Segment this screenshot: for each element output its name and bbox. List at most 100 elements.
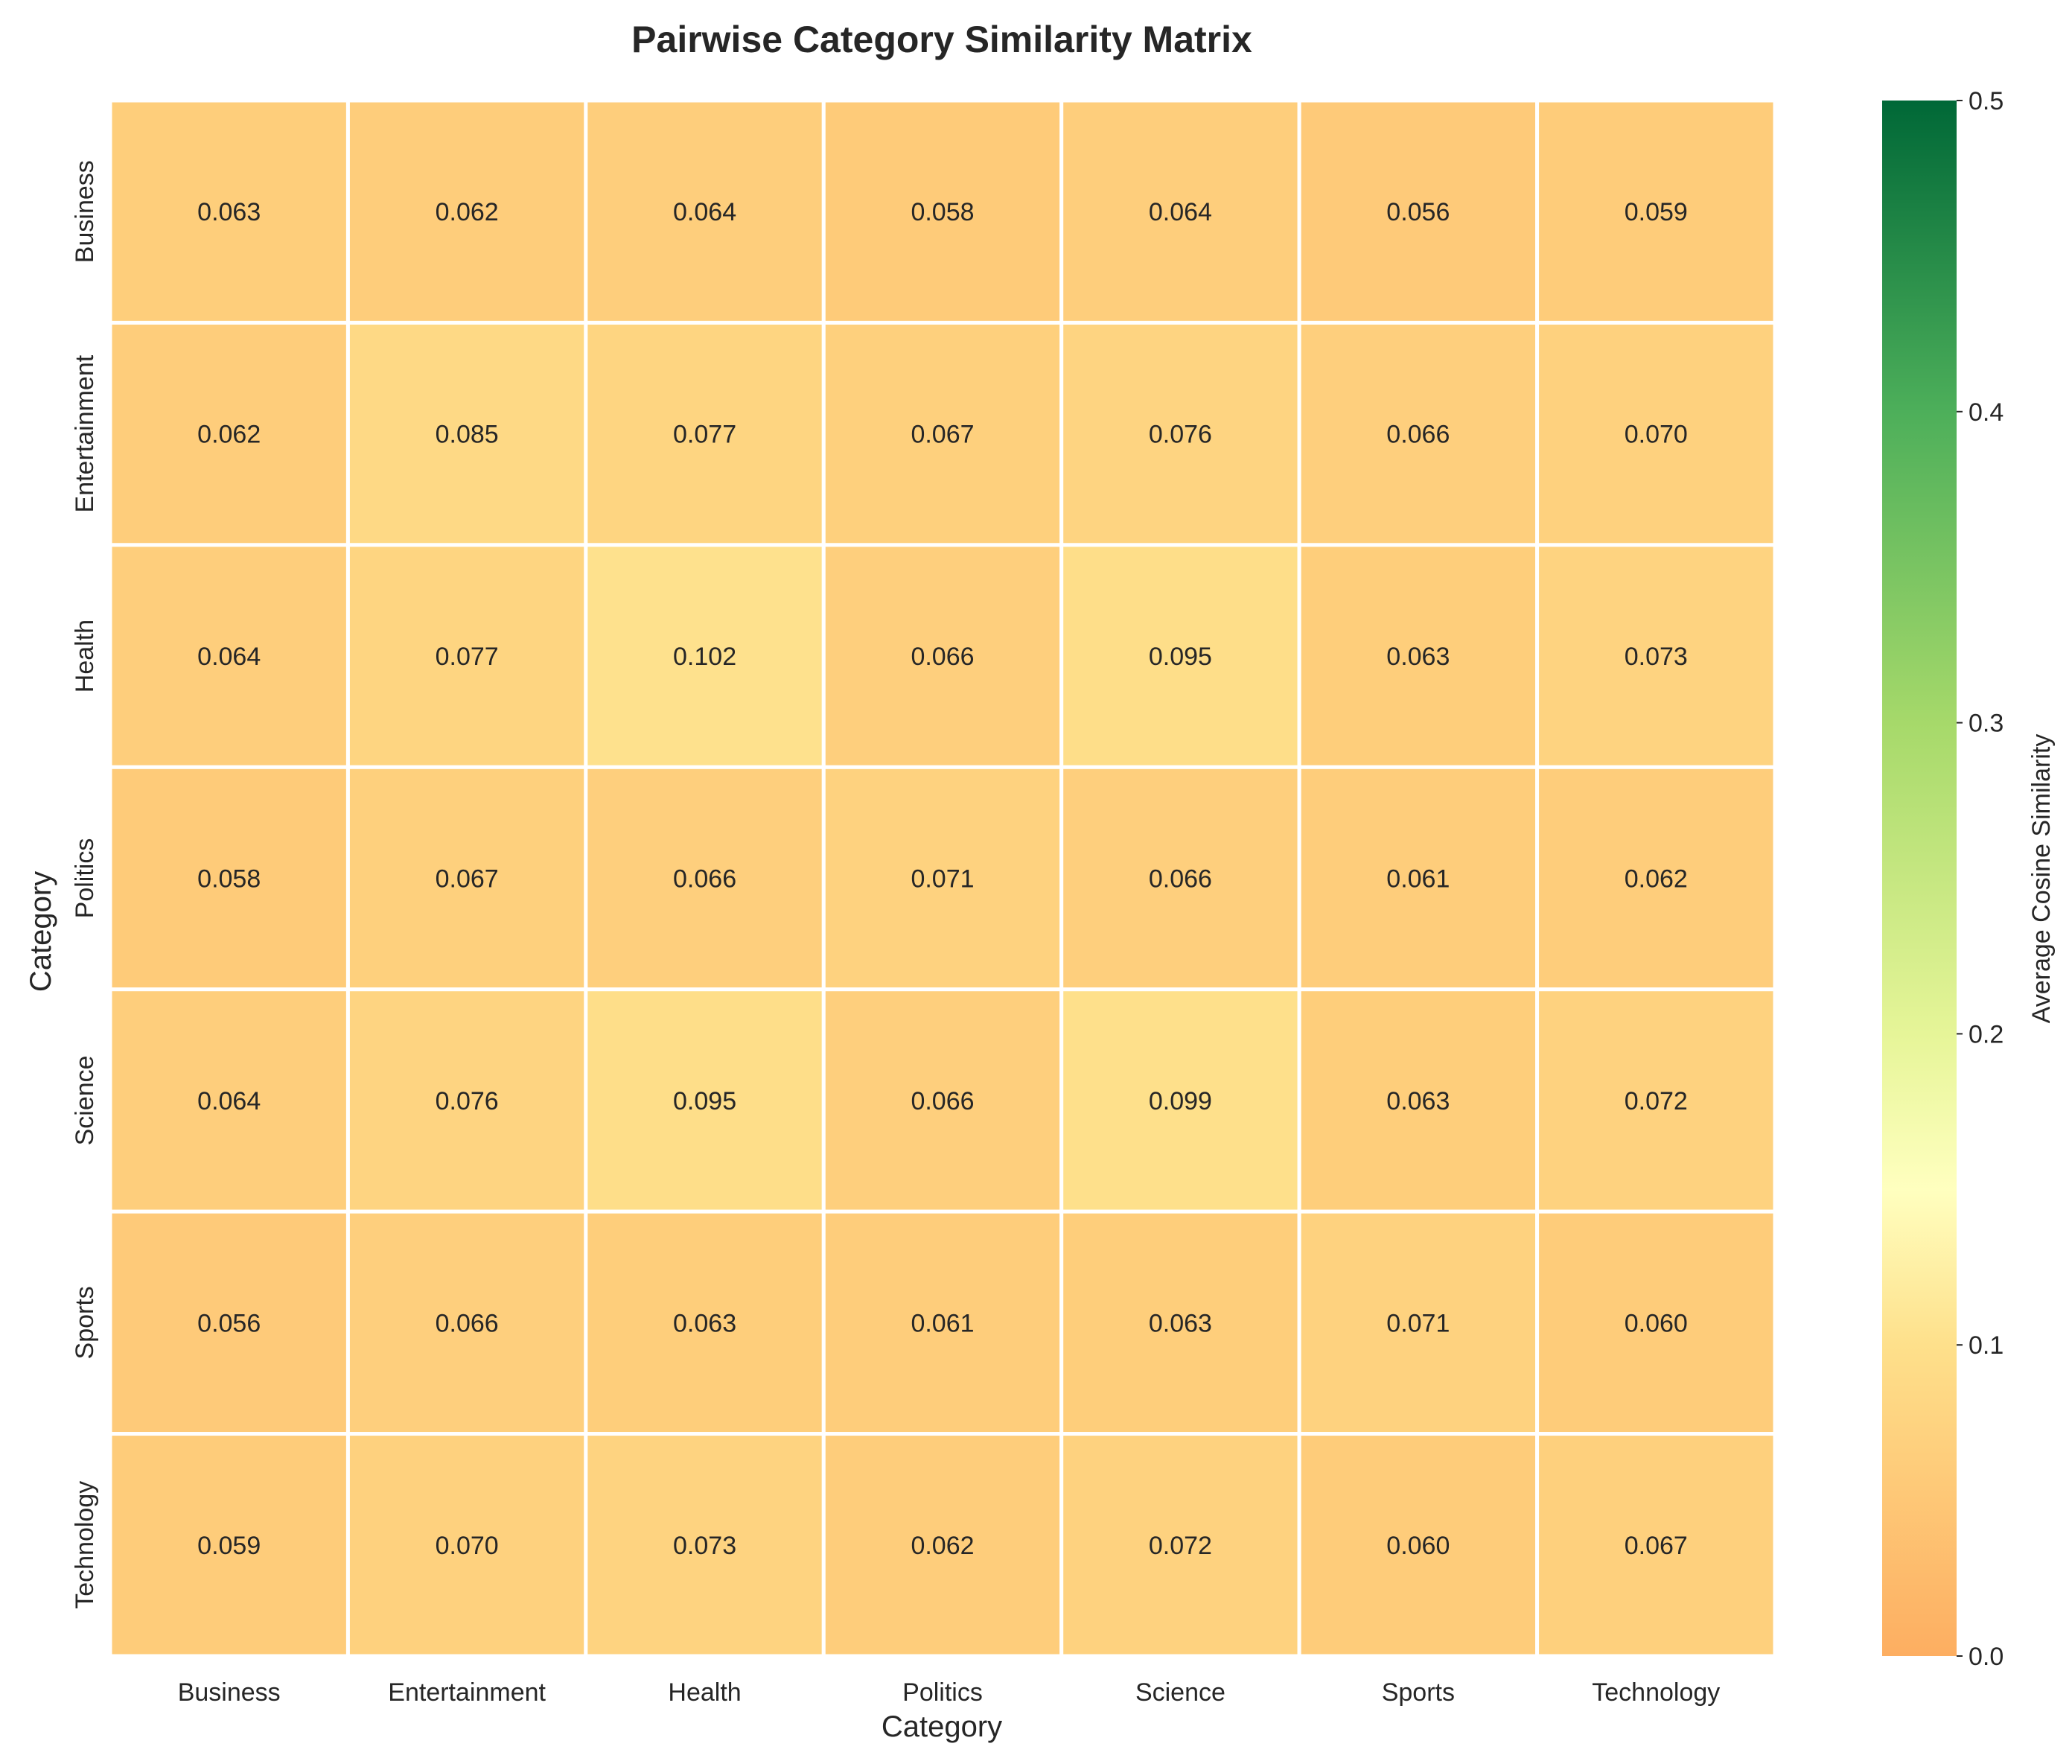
- cell-value-label: 0.099: [1149, 1087, 1212, 1115]
- heatmap-cell: [1297, 320, 1540, 547]
- heatmap-cell: [821, 765, 1064, 992]
- cell-value-label: 0.062: [1625, 865, 1688, 894]
- cell-value-label: 0.067: [436, 865, 499, 894]
- heatmap-cell: [821, 1432, 1064, 1658]
- heatmap-cell: [584, 765, 826, 992]
- heatmap-cell: [1059, 1432, 1301, 1658]
- cell-value-label: 0.071: [911, 865, 974, 894]
- cell-value-label: 0.061: [911, 1309, 974, 1337]
- cell-value-label: 0.066: [436, 1309, 499, 1337]
- colorbar-label: Average Cosine Similarity: [2027, 734, 2056, 1024]
- cell-value-label: 0.067: [911, 421, 974, 449]
- colorbar-tick-label: 0.1: [1969, 1331, 2004, 1360]
- cell-value-label: 0.066: [1149, 865, 1212, 894]
- y-tick-label: Health: [71, 620, 99, 692]
- y-tick-label: Technology: [71, 1481, 99, 1609]
- x-tick-label: Politics: [902, 1678, 983, 1707]
- heatmap-cell: [584, 98, 826, 325]
- heatmap-cell: [584, 320, 826, 547]
- cell-value-label: 0.056: [1386, 198, 1450, 226]
- y-tick-label: Entertainment: [71, 354, 99, 512]
- cell-value-label: 0.064: [673, 198, 736, 226]
- heatmap-cell: [584, 543, 826, 769]
- heatmap-cell: [1535, 98, 1777, 325]
- cell-value-label: 0.073: [673, 1532, 736, 1560]
- heatmap-cell: [1535, 987, 1777, 1214]
- heatmap-cells: 0.063 0.062 0.064 0.058 0.064 0.056 0.059 0.062…: [108, 98, 1777, 1658]
- heatmap-cell: [345, 320, 588, 547]
- x-tick-label: Technology: [1592, 1678, 1720, 1707]
- colorbar-tick-label: 0.0: [1969, 1643, 2004, 1671]
- cell-value-label: 0.067: [1625, 1532, 1688, 1560]
- colorbar-ticks: 0.0 0.1 0.2 0.3 0.4 0.5: [1957, 87, 2004, 1671]
- heatmap-cell: [108, 987, 350, 1214]
- cell-value-label: 0.058: [911, 198, 974, 226]
- heatmap-cell: [1297, 1209, 1540, 1436]
- y-tick-label: Business: [71, 160, 99, 263]
- cell-value-label: 0.066: [911, 1087, 974, 1115]
- cell-value-label: 0.063: [1149, 1309, 1212, 1337]
- heatmap-cell: [1297, 1432, 1540, 1658]
- heatmap-cell: [345, 98, 588, 325]
- colorbar-tick-label: 0.4: [1969, 398, 2004, 427]
- y-tick-labels: Business Entertainment Health Politics Scien…: [71, 160, 99, 1609]
- x-tick-label: Business: [178, 1678, 281, 1707]
- cell-value-label: 0.062: [436, 198, 499, 226]
- cell-value-label: 0.058: [197, 865, 261, 894]
- cell-value-label: 0.095: [673, 1087, 736, 1115]
- x-tick-label: Science: [1135, 1678, 1225, 1707]
- cell-value-label: 0.063: [673, 1309, 736, 1337]
- heatmap-cell: [108, 543, 350, 769]
- heatmap-cell: [345, 765, 588, 992]
- heatmap-cell: [1535, 320, 1777, 547]
- heatmap-cell: [584, 1432, 826, 1658]
- colorbar-tick-label: 0.2: [1969, 1020, 2004, 1048]
- cell-value-label: 0.072: [1625, 1087, 1688, 1115]
- cell-value-label: 0.063: [1386, 1087, 1450, 1115]
- cell-value-label: 0.095: [1149, 643, 1212, 671]
- heatmap-cell: [108, 320, 350, 547]
- cell-value-label: 0.066: [1386, 421, 1450, 449]
- heatmap-cell: [108, 765, 350, 992]
- x-tick-label: Sports: [1382, 1678, 1455, 1707]
- cell-value-label: 0.062: [911, 1532, 974, 1560]
- y-tick-label: Science: [71, 1055, 99, 1145]
- cell-value-label: 0.066: [673, 865, 736, 894]
- cell-value-label: 0.071: [1386, 1309, 1450, 1337]
- cell-value-label: 0.063: [1386, 643, 1450, 671]
- colorbar-tick-label: 0.3: [1969, 710, 2004, 738]
- cell-value-label: 0.056: [197, 1309, 261, 1337]
- y-tick-label: Politics: [71, 838, 99, 919]
- cell-value-label: 0.077: [673, 421, 736, 449]
- heatmap-cell: [345, 543, 588, 769]
- x-tick-labels: Business Entertainment Health Politics Scien…: [178, 1678, 1721, 1707]
- chart-title: Pairwise Category Similarity Matrix: [631, 19, 1252, 60]
- x-tick-label: Health: [668, 1678, 741, 1707]
- heatmap-cell: [821, 543, 1064, 769]
- x-axis-label: Category: [882, 1710, 1002, 1743]
- cell-value-label: 0.064: [197, 1087, 261, 1115]
- cell-value-label: 0.085: [436, 421, 499, 449]
- heatmap-cell: [1535, 765, 1777, 992]
- cell-value-label: 0.077: [436, 643, 499, 671]
- cell-value-label: 0.102: [673, 643, 736, 671]
- heatmap-cell: [345, 987, 588, 1214]
- cell-value-label: 0.060: [1625, 1309, 1688, 1337]
- heatmap-cell: [1535, 1432, 1777, 1658]
- cell-value-label: 0.072: [1149, 1532, 1212, 1560]
- heatmap-cell: [1535, 543, 1777, 769]
- y-axis-label: Category: [25, 871, 57, 992]
- cell-value-label: 0.073: [1625, 643, 1688, 671]
- heatmap-cell: [1297, 543, 1540, 769]
- cell-value-label: 0.066: [911, 643, 974, 671]
- heatmap-cell: [584, 987, 826, 1214]
- cell-value-label: 0.059: [197, 1532, 261, 1560]
- heatmap-cell: [1059, 320, 1301, 547]
- y-tick-label: Sports: [71, 1286, 99, 1359]
- cell-value-label: 0.076: [436, 1087, 499, 1115]
- heatmap-cell: [345, 1432, 588, 1658]
- cell-value-label: 0.060: [1386, 1532, 1450, 1560]
- cell-value-label: 0.064: [1149, 198, 1212, 226]
- cell-value-label: 0.064: [197, 643, 261, 671]
